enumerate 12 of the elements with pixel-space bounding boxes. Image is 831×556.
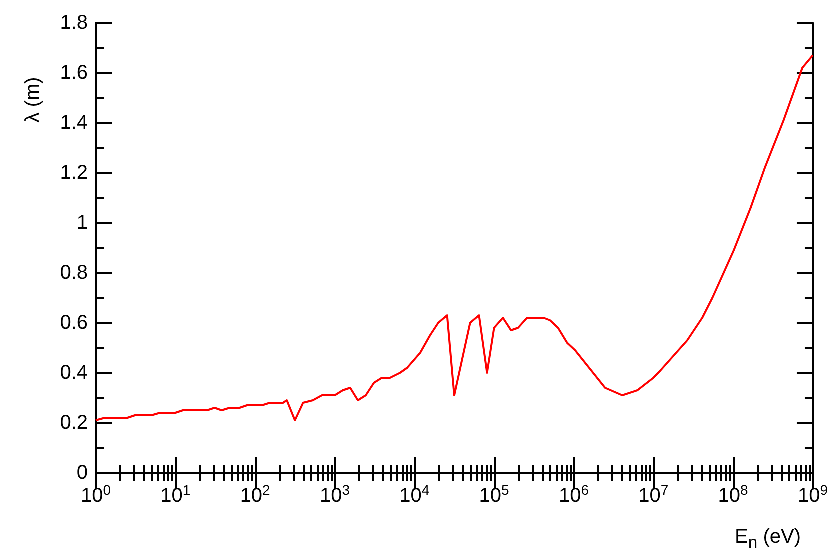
y-axis-title: λ (m) bbox=[22, 77, 44, 123]
y-tick-label: 1 bbox=[76, 212, 88, 234]
y-tick-label: 1.6 bbox=[60, 62, 88, 84]
y-tick-label: 0.8 bbox=[60, 262, 88, 284]
y-tick-label: 0 bbox=[76, 462, 88, 484]
y-tick-label: 0.4 bbox=[60, 362, 88, 384]
y-tick-label: 0.6 bbox=[60, 312, 88, 334]
y-tick-label: 1.4 bbox=[60, 112, 88, 134]
x-axis-title: E$_{n}$ (eV) bbox=[735, 526, 801, 552]
y-tick-label: 1.8 bbox=[60, 12, 88, 34]
y-tick-label: 1.2 bbox=[60, 162, 88, 184]
y-tick-label: 0.2 bbox=[60, 412, 88, 434]
